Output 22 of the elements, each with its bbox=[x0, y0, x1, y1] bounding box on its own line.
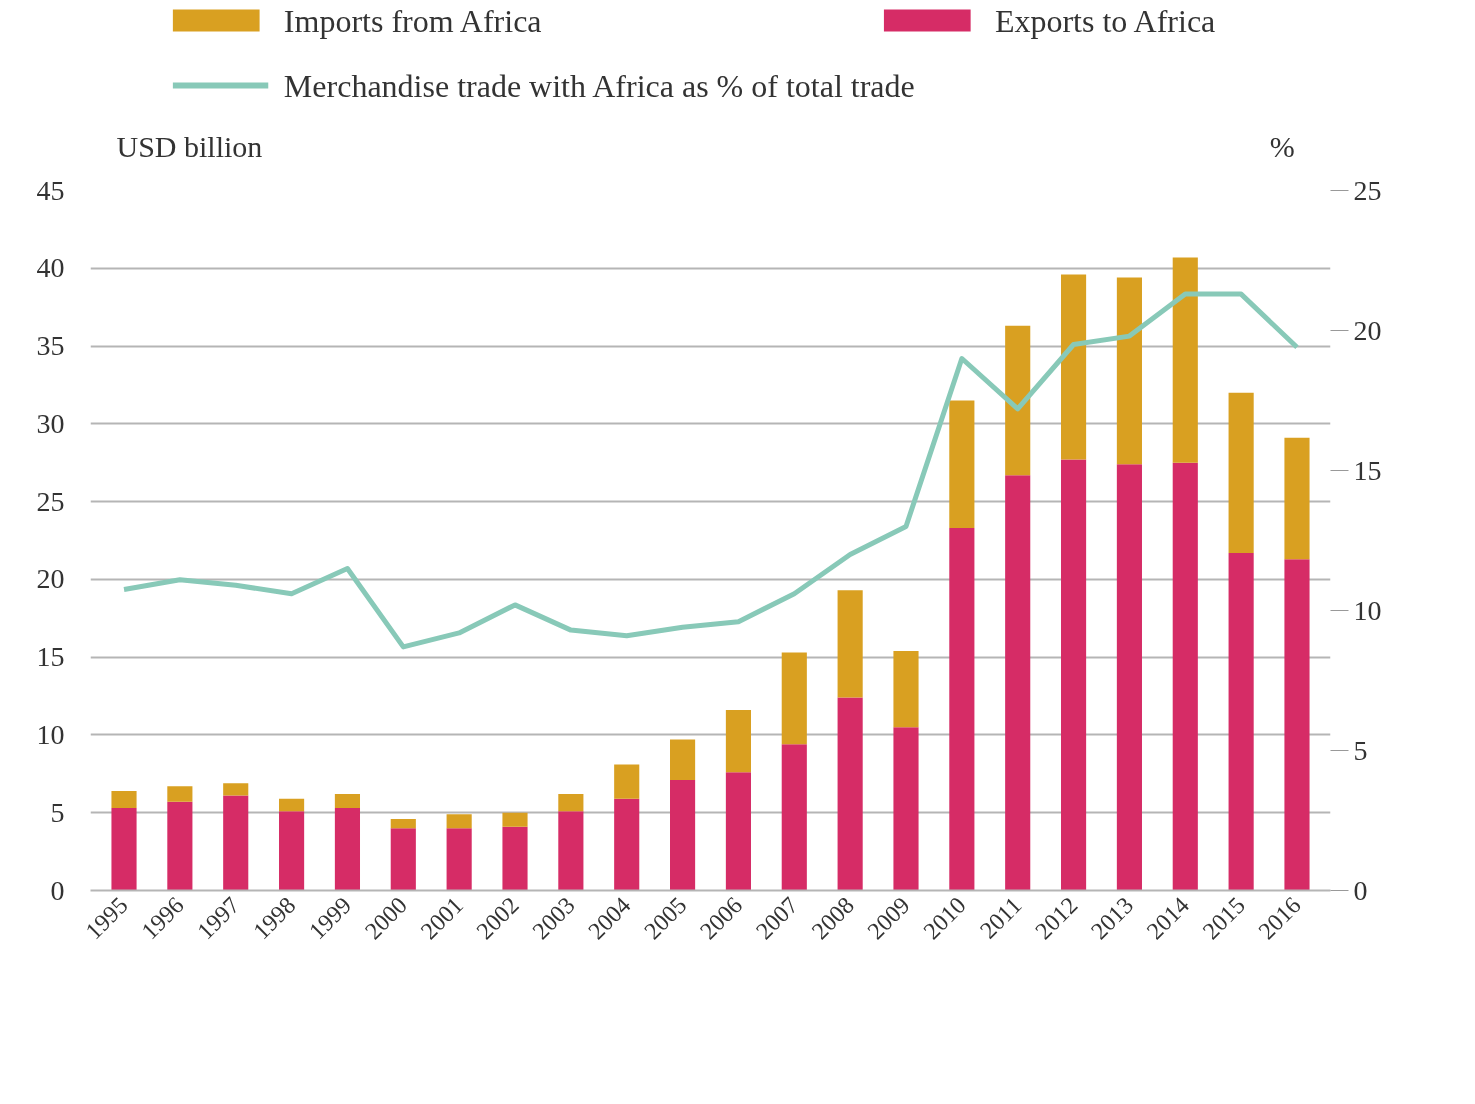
y2-tick-label: 0 bbox=[1353, 874, 1368, 906]
y2-tick-label: 10 bbox=[1353, 594, 1382, 626]
x-tick-label: 2011 bbox=[974, 891, 1027, 944]
legend-label: Exports to Africa bbox=[994, 2, 1216, 39]
y2-tick-label: 25 bbox=[1353, 174, 1382, 206]
y-tick-label: 15 bbox=[36, 641, 65, 673]
y-tick-label: 10 bbox=[36, 718, 65, 750]
y-tick-label: 40 bbox=[36, 252, 65, 284]
legend-label: Merchandise trade with Africa as % of total trade bbox=[283, 67, 915, 104]
y-tick-label: 20 bbox=[36, 563, 65, 595]
y-axis-title: USD billion bbox=[116, 129, 263, 163]
y-tick-label: 35 bbox=[36, 330, 65, 362]
y-tick-label: 0 bbox=[50, 874, 65, 906]
y-tick-label: 30 bbox=[36, 407, 65, 439]
legend-label: Imports from Africa bbox=[283, 2, 542, 39]
y-tick-label: 25 bbox=[36, 485, 65, 517]
y2-axis-title: % bbox=[1269, 129, 1295, 163]
y2-tick-label: 20 bbox=[1353, 314, 1382, 346]
y2-tick-label: 5 bbox=[1353, 734, 1368, 766]
y2-tick-label: 15 bbox=[1353, 454, 1382, 486]
y-tick-label: 5 bbox=[50, 796, 65, 828]
y-tick-label: 45 bbox=[36, 174, 65, 206]
